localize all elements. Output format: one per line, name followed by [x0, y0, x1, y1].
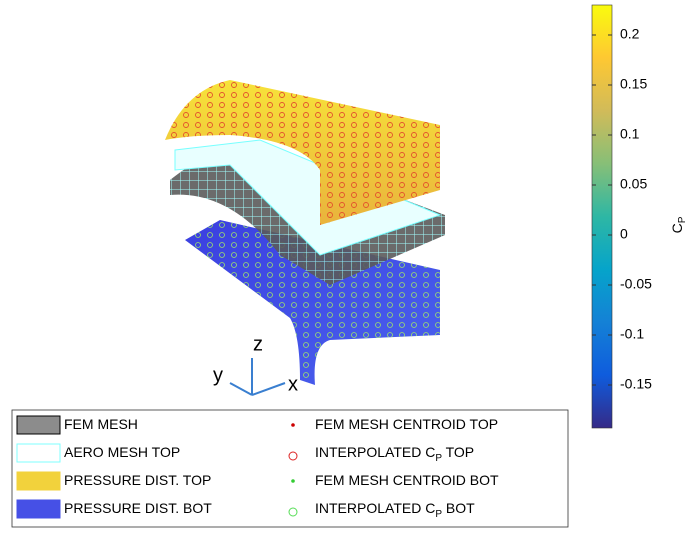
legend-label-part: FEM MESH: [64, 416, 138, 432]
colorbar-tick-label: -0.05: [620, 276, 652, 292]
legend-label-part: INTERPOLATED C: [315, 444, 435, 460]
legend-label: FEM MESH CENTROID TOP: [315, 416, 498, 432]
legend-label-part: INTERPOLATED C: [315, 500, 435, 516]
x-label: x: [288, 373, 298, 395]
legend-label-part: AERO MESH TOP: [64, 444, 180, 460]
colorbar-tick-label: 0.2: [620, 26, 640, 42]
colorbar: [591, 4, 613, 429]
y-label: y: [213, 364, 223, 386]
legend-label-part: P: [435, 509, 442, 520]
colorbar-label: CP: [669, 216, 688, 233]
legend-marker: [291, 479, 295, 483]
legend-marker: [291, 423, 295, 427]
pressure-top-markers: [165, 80, 440, 225]
legend-label-part: FEM MESH CENTROID TOP: [315, 416, 498, 432]
x-arrow: [251, 382, 286, 396]
legend-swatch: [16, 415, 61, 435]
legend-label: FEM MESH CENTROID BOT: [315, 472, 499, 488]
colorbar-tick-label: 0.15: [620, 76, 647, 92]
legend-swatch: [16, 443, 61, 463]
legend-label-part: P: [435, 453, 442, 464]
legend-swatch: [16, 471, 61, 491]
aero-mesh: [174, 139, 442, 256]
colorbar-tick-label: -0.15: [620, 376, 652, 392]
legend: [11, 409, 569, 528]
legend-label: PRESSURE DIST. TOP: [64, 472, 211, 488]
legend-label: PRESSURE DIST. BOT: [64, 500, 212, 516]
z-label: z: [253, 333, 263, 355]
legend-label: INTERPOLATED CP TOP: [315, 444, 474, 464]
y-arrow: [229, 382, 253, 396]
legend-label: AERO MESH TOP: [64, 444, 180, 460]
colorbar-tick-label: 0.05: [620, 176, 647, 192]
colorbar-tick-label: -0.1: [620, 326, 644, 342]
legend-label-part: PRESSURE DIST. TOP: [64, 472, 211, 488]
colorbar-tick-label: 0.1: [620, 126, 640, 142]
legend-label-part: TOP: [442, 444, 474, 460]
axis-triad: [229, 358, 286, 396]
legend-label: FEM MESH: [64, 416, 138, 432]
legend-label: INTERPOLATED CP BOT: [315, 500, 475, 520]
legend-label-part: PRESSURE DIST. BOT: [64, 500, 212, 516]
legend-marker: [288, 451, 298, 461]
surfaces: [165, 80, 445, 385]
legend-label-part: BOT: [442, 500, 475, 516]
legend-swatch: [16, 499, 61, 519]
colorbar-tick-label: 0: [620, 226, 628, 242]
legend-marker: [288, 507, 298, 517]
legend-label-part: FEM MESH CENTROID BOT: [315, 472, 499, 488]
